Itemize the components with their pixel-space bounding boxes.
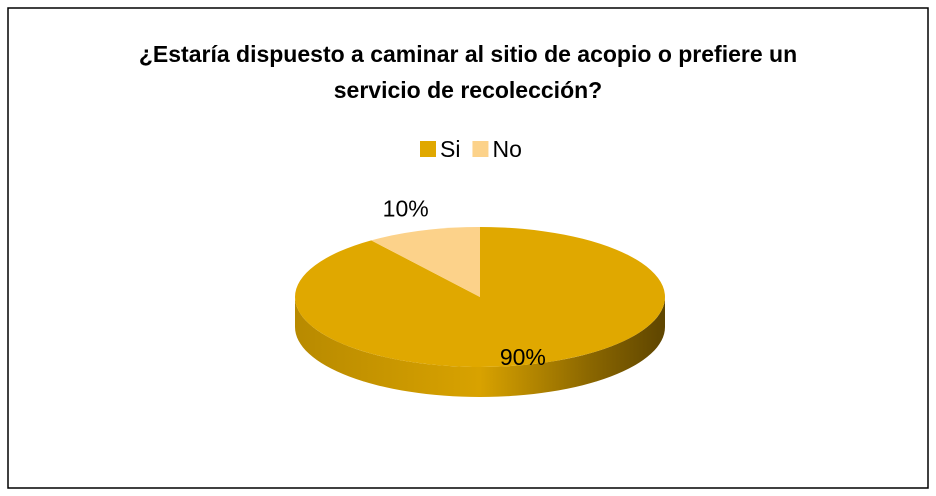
legend-label: Si <box>440 136 460 162</box>
pie-slice <box>371 227 480 297</box>
chart-title: ¿Estaría dispuesto a caminar al sitio de… <box>138 41 798 103</box>
pie-side <box>295 297 665 397</box>
data-label: 10% <box>383 196 429 222</box>
legend-swatch <box>420 141 436 157</box>
data-label: 90% <box>500 344 546 370</box>
legend-label: No <box>492 136 521 162</box>
legend-swatch <box>472 141 489 157</box>
